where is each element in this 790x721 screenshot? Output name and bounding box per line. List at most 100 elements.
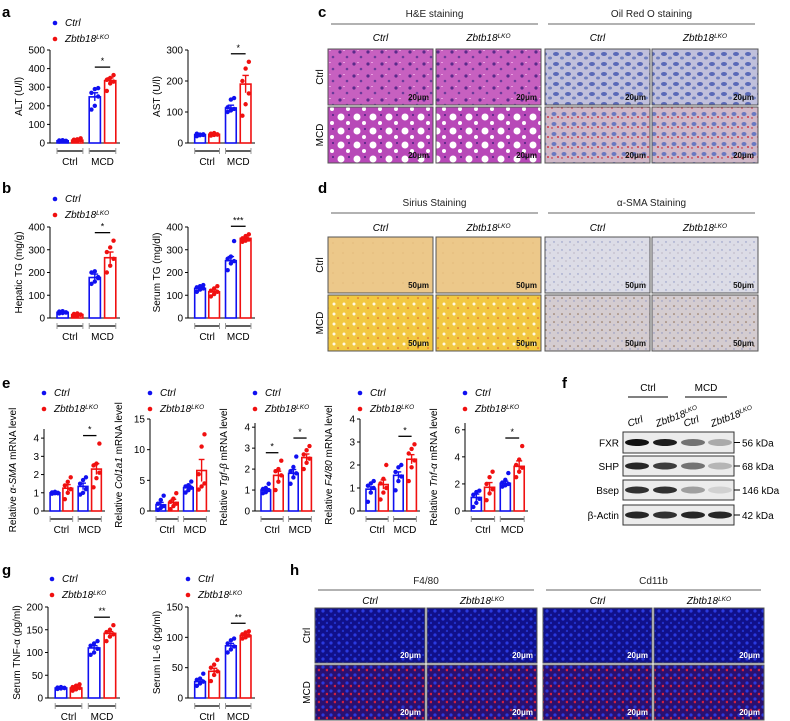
h-row-label: MCD: [302, 681, 313, 704]
legend-ko-label: Zbtb18LKO: [264, 404, 309, 416]
data-point: [70, 688, 75, 693]
d-col-label: Ctrl: [590, 223, 606, 234]
data-point: [225, 256, 230, 262]
data-point: [108, 245, 113, 250]
y-label-text: mRNA level: [324, 405, 335, 460]
data-point: [276, 466, 281, 472]
y-tick-label: 3: [244, 444, 250, 455]
data-point: [243, 66, 248, 71]
d-col-label: Zbtb18LKO: [682, 223, 727, 235]
blot-kda-label: 68 kDa: [742, 462, 774, 473]
data-point: [202, 432, 207, 437]
y-tick-label: 0: [39, 314, 45, 325]
data-point: [196, 472, 201, 477]
legend-ko-label-base: Zbtb18: [474, 404, 507, 415]
blot-band: [708, 439, 732, 446]
group-label: MCD: [289, 525, 312, 536]
y-tick-label: 200: [28, 268, 45, 279]
y-tick-label: 150: [26, 625, 43, 636]
legend-ctrl-dot: [41, 390, 47, 396]
bar: [90, 468, 103, 512]
data-point: [111, 238, 116, 243]
data-point: [228, 261, 234, 266]
data-point: [73, 687, 79, 692]
legend-ko-label: Zbtb18LKO: [369, 404, 414, 416]
y-tick-label: 0: [177, 694, 183, 705]
data-point: [77, 685, 82, 691]
data-point: [231, 95, 237, 101]
legend-ctrl-label: Ctrl: [198, 574, 214, 585]
data-point: [231, 258, 237, 264]
blot-lane-label-sup: LKO: [738, 404, 753, 415]
data-point: [228, 647, 234, 652]
y-tick-label: 100: [166, 633, 183, 644]
c-scale-bar-label: 20μm: [733, 151, 754, 160]
y-tick-label: 0: [37, 694, 43, 705]
data-point: [55, 685, 60, 690]
data-point: [506, 481, 511, 487]
blot-band: [708, 486, 732, 494]
data-point: [63, 138, 69, 144]
chart-alt: 0 100 200 300 400 500 ALT (U/l) Ctrl MCD * Ctrl Zbt…: [14, 18, 120, 168]
c-scale-bar-label: 20μm: [516, 93, 537, 102]
c-micrograph: [544, 106, 651, 164]
panel-label-b: b: [2, 180, 11, 197]
y-label-text: Relative: [114, 489, 125, 528]
legend-ctrl-label: Ctrl: [65, 18, 81, 29]
group-label: Ctrl: [61, 712, 77, 721]
y-axis-label: Relative Col1a1 mRNA level: [114, 402, 125, 528]
y-label-text: Relative: [324, 486, 335, 525]
y-tick-label: 400: [28, 64, 45, 75]
y-axis-label: Relative Tnf-α mRNA level: [429, 408, 440, 525]
y-tick-label: 1: [244, 486, 250, 497]
data-point: [240, 236, 245, 241]
y-label-gene: Col1a1: [114, 457, 125, 489]
y-label-gene: α-SMA: [8, 462, 19, 493]
legend-ko-label: Zbtb18LKO: [61, 590, 106, 602]
data-point: [291, 464, 296, 470]
legend-ko-label: Zbtb18LKO: [53, 404, 98, 416]
c-col-label-sup: LKO: [714, 33, 727, 40]
c-scale-bar-label: 20μm: [733, 93, 754, 102]
data-point: [65, 490, 70, 495]
data-point: [75, 311, 80, 316]
data-point: [92, 269, 98, 274]
data-point: [378, 497, 383, 502]
data-point: [199, 444, 204, 449]
d-col-label: Ctrl: [373, 223, 389, 234]
data-point: [225, 105, 230, 110]
h-micrograph: [426, 607, 538, 664]
data-point: [80, 477, 86, 483]
blot-lane-label: Zbtb18LKO: [708, 404, 754, 430]
h-scale-bar-label: 20μm: [512, 708, 533, 717]
data-point: [189, 485, 194, 490]
blot-group-label: MCD: [695, 383, 718, 394]
blot-band: [681, 439, 705, 446]
y-label-text: Serum IL-6 (pg/ml): [152, 611, 163, 694]
y-axis-label: Relative F4/80 mRNA level: [324, 405, 335, 525]
data-point: [484, 481, 489, 487]
data-point: [243, 233, 248, 239]
data-point: [506, 470, 511, 476]
chart-f4-80: 0 1 2 3 4 Relative F4/80 mRNA level Ctrl MCD * Ct…: [324, 388, 420, 536]
y-label-gene: F4/80: [324, 460, 335, 486]
y-tick-label: 200: [166, 77, 183, 88]
legend-ko-label-sup: LKO: [401, 404, 414, 411]
data-point: [208, 288, 214, 293]
legend-ko-dot: [147, 406, 153, 412]
group-label: MCD: [227, 157, 250, 168]
y-tick-label: 1: [349, 484, 355, 495]
data-point: [91, 650, 97, 655]
h-micrograph: [653, 664, 765, 721]
d-col-label-sup: LKO: [498, 223, 511, 230]
data-point: [215, 132, 220, 137]
h-header: F4/80: [413, 576, 439, 587]
legend-ko-label-base: Zbtb18: [61, 590, 94, 601]
blot-lane-label: Ctrl: [682, 414, 701, 430]
data-point: [62, 483, 68, 488]
y-axis-label: Serum TG (mg/dl): [152, 233, 163, 313]
data-point: [500, 480, 505, 485]
data-point: [368, 490, 373, 495]
data-point: [71, 311, 77, 317]
y-label-text: Relative: [429, 487, 440, 526]
